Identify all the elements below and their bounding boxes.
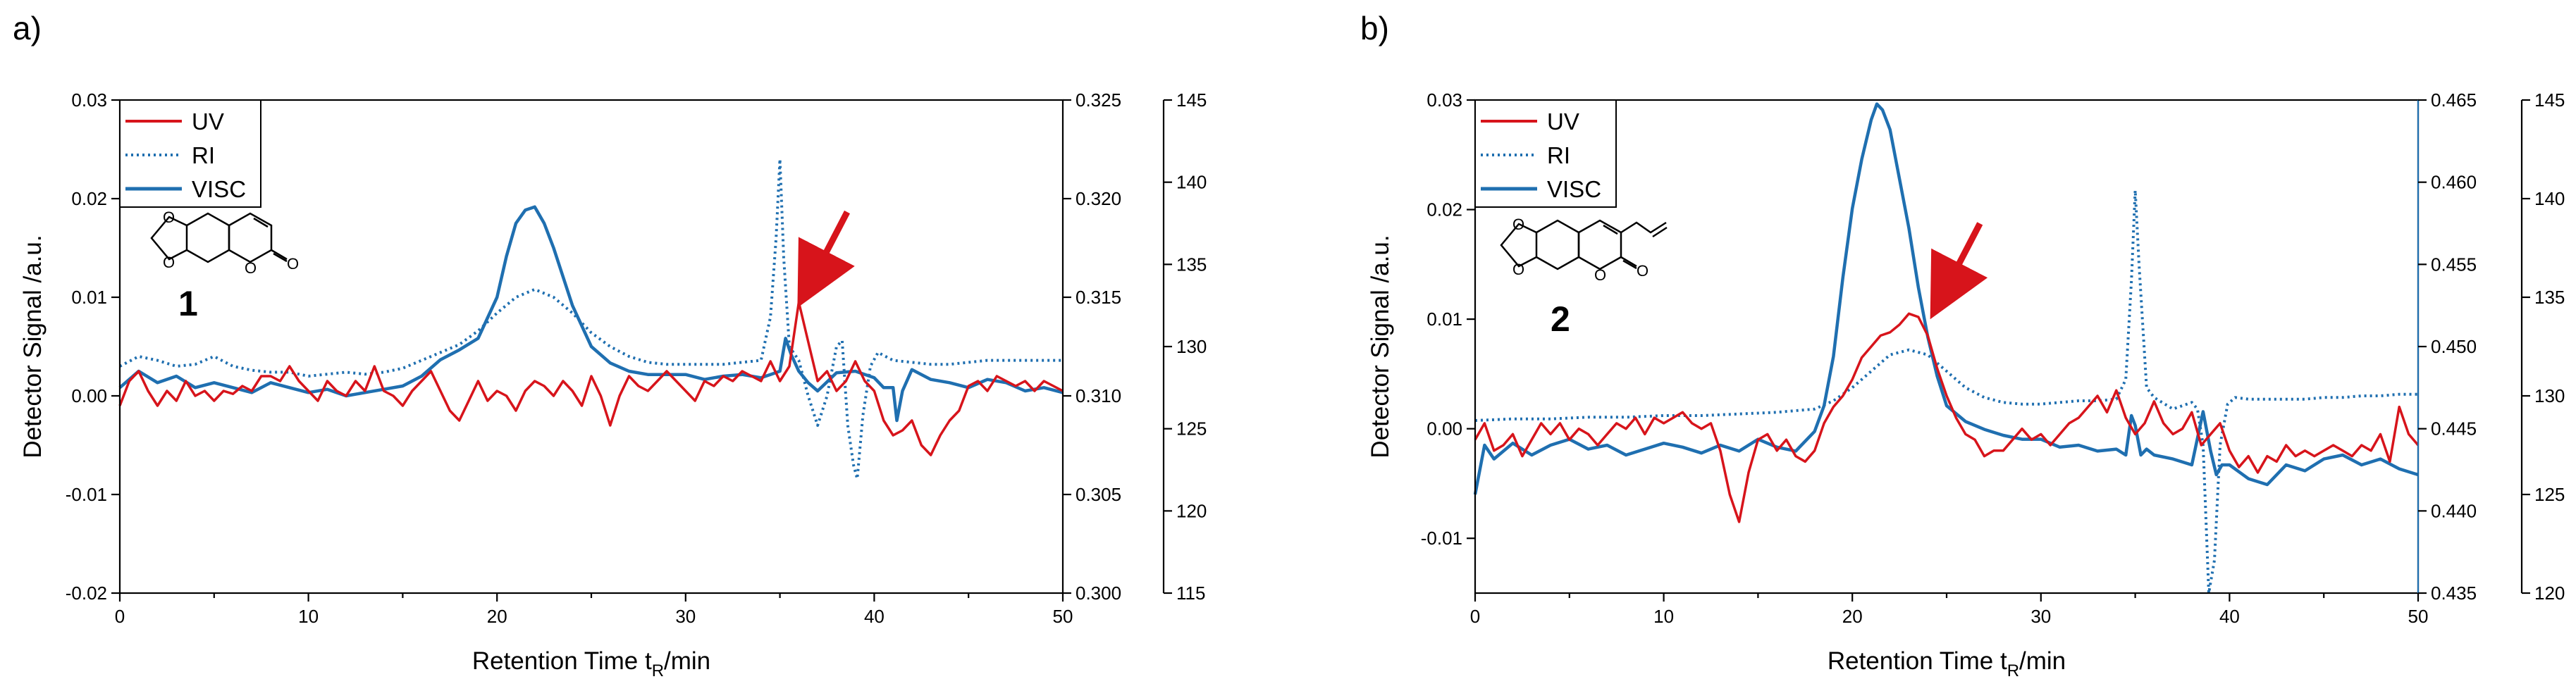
x-axis-label-a: Retention Time tR/min xyxy=(472,647,710,680)
legend-label-visc-b: VISC xyxy=(1547,176,1601,202)
y-left-tick-label: 0.03 xyxy=(1426,89,1462,111)
legend-label-uv-a: UV xyxy=(192,108,224,135)
plot-area-b xyxy=(1473,102,2420,594)
x-tick-label: 0 xyxy=(115,606,125,627)
chart-panel-a: a) 0 10 20 30 40 50 -0.02 -0.01 0.00 0.01 0.02 0.03… xyxy=(13,10,1207,680)
series-line-visc-b xyxy=(1473,102,2419,495)
y-left-tick-label: -0.01 xyxy=(1421,528,1462,549)
legend-a: UV RI VISC xyxy=(119,99,261,208)
panel-label-b: b) xyxy=(1360,10,1389,46)
series-line-uv-a xyxy=(118,301,1064,456)
y-right2-tick-label: 135 xyxy=(1176,254,1207,275)
plot-area-a xyxy=(118,158,1064,480)
svg-text:O: O xyxy=(1637,262,1648,280)
compound-number-2: 2 xyxy=(1551,299,1570,339)
y-right2-tick-label: 130 xyxy=(1176,336,1207,357)
y-left-tick-label: 0.03 xyxy=(71,89,107,111)
legend-label-visc-a: VISC xyxy=(192,176,246,202)
y-right1-tick-label: 0.325 xyxy=(1076,89,1121,111)
y-right2-tick-label: 130 xyxy=(2534,385,2565,406)
x-tick-label: 40 xyxy=(864,606,885,627)
y-right2-tick-label: 145 xyxy=(1176,89,1207,111)
y-right1-tick-label: 0.315 xyxy=(1076,287,1121,308)
y-right2-tick-label: 125 xyxy=(2534,484,2565,505)
y-right1-tick-label: 0.460 xyxy=(2431,172,2477,193)
series-line-ri-b xyxy=(1474,189,2418,594)
legend-b: UV RI VISC xyxy=(1474,99,1617,208)
svg-text:O: O xyxy=(1512,216,1524,233)
legend-label-ri-a: RI xyxy=(192,142,215,168)
chemical-structure-2: O O O O 2 xyxy=(1500,216,1668,339)
svg-text:O: O xyxy=(287,255,299,273)
y-right1-tick-label: 0.300 xyxy=(1076,583,1121,604)
y-right2-tick-label: 135 xyxy=(2534,287,2565,308)
chemical-structure-1: O O O O 1 xyxy=(150,208,299,323)
y-right2-tick-label: 115 xyxy=(1176,583,1205,604)
legend-label-uv-b: UV xyxy=(1547,108,1579,135)
y-right1-tick-label: 0.445 xyxy=(2431,418,2477,440)
y-left-tick-label: 0.02 xyxy=(1426,199,1462,220)
x-tick-label: 50 xyxy=(1053,606,1073,627)
panel-label-a: a) xyxy=(13,10,42,46)
x-tick-label: 30 xyxy=(2030,606,2051,627)
y-left-tick-label: 0.00 xyxy=(71,385,107,406)
y-right2-tick-label: 145 xyxy=(2534,89,2565,111)
svg-text:O: O xyxy=(1594,266,1606,284)
x-tick-label: 20 xyxy=(1842,606,1863,627)
x-tick-label: 0 xyxy=(1470,606,1480,627)
x-tick-label: 10 xyxy=(298,606,319,627)
peak-arrow-a xyxy=(797,210,855,308)
y-left-tick-label: -0.02 xyxy=(66,583,107,604)
x-tick-label: 40 xyxy=(2219,606,2240,627)
y-axis-label-a: Detector Signal /a.u. xyxy=(19,235,47,458)
x-axis-label-b: Retention Time tR/min xyxy=(1828,647,2066,680)
y-left-tick-label: 0.00 xyxy=(1426,418,1462,440)
y-right2-tick-label: 140 xyxy=(1176,172,1207,193)
y-right1-tick-label: 0.450 xyxy=(2431,336,2477,357)
peak-arrow-b xyxy=(1930,222,1988,320)
x-tick-label: 50 xyxy=(2408,606,2429,627)
svg-text:O: O xyxy=(163,208,175,226)
legend-label-ri-b: RI xyxy=(1547,142,1570,168)
svg-text:O: O xyxy=(245,259,257,277)
y-right2-tick-label: 140 xyxy=(2534,188,2565,209)
compound-number-1: 1 xyxy=(178,284,198,323)
y-right1-tick-label: 0.465 xyxy=(2431,89,2477,111)
svg-text:O: O xyxy=(1512,261,1524,278)
ticks-b: 0 10 20 30 40 50 -0.01 0.00 0.01 0.02 0.03 0.435 0.4… xyxy=(1421,89,2565,627)
y-left-tick-label: -0.01 xyxy=(66,484,107,505)
ticks-a: 0 10 20 30 40 50 -0.02 -0.01 0.00 0.01 0.02 0.03 0.3… xyxy=(66,89,1207,627)
svg-text:O: O xyxy=(163,254,175,271)
y-right2-tick-label: 125 xyxy=(1176,418,1207,440)
y-right1-tick-label: 0.455 xyxy=(2431,254,2477,275)
y-right1-tick-label: 0.440 xyxy=(2431,500,2477,521)
y-right1-tick-label: 0.320 xyxy=(1076,188,1121,209)
chart-panel-b: b) 0 10 20 30 40 50 -0.01 0.00 0.01 0.02 0.03 0.435… xyxy=(1360,10,2565,680)
x-tick-label: 10 xyxy=(1653,606,1674,627)
x-tick-label: 30 xyxy=(675,606,696,627)
series-line-visc-a xyxy=(118,205,1064,423)
y-right2-tick-label: 120 xyxy=(1176,500,1207,521)
x-tick-label: 20 xyxy=(487,606,507,627)
y-left-tick-label: 0.01 xyxy=(71,287,107,308)
y-left-tick-label: 0.02 xyxy=(71,188,107,209)
y-right1-tick-label: 0.310 xyxy=(1076,385,1121,406)
series-line-ri-a xyxy=(119,158,1063,480)
y-right2-tick-label: 120 xyxy=(2534,583,2565,604)
y-left-tick-label: 0.01 xyxy=(1426,309,1462,330)
series-line-uv-b xyxy=(1474,312,2420,523)
y-right1-tick-label: 0.435 xyxy=(2431,583,2477,604)
y-axis-label-b: Detector Signal /a.u. xyxy=(1367,235,1394,458)
y-right1-tick-label: 0.305 xyxy=(1076,484,1121,505)
